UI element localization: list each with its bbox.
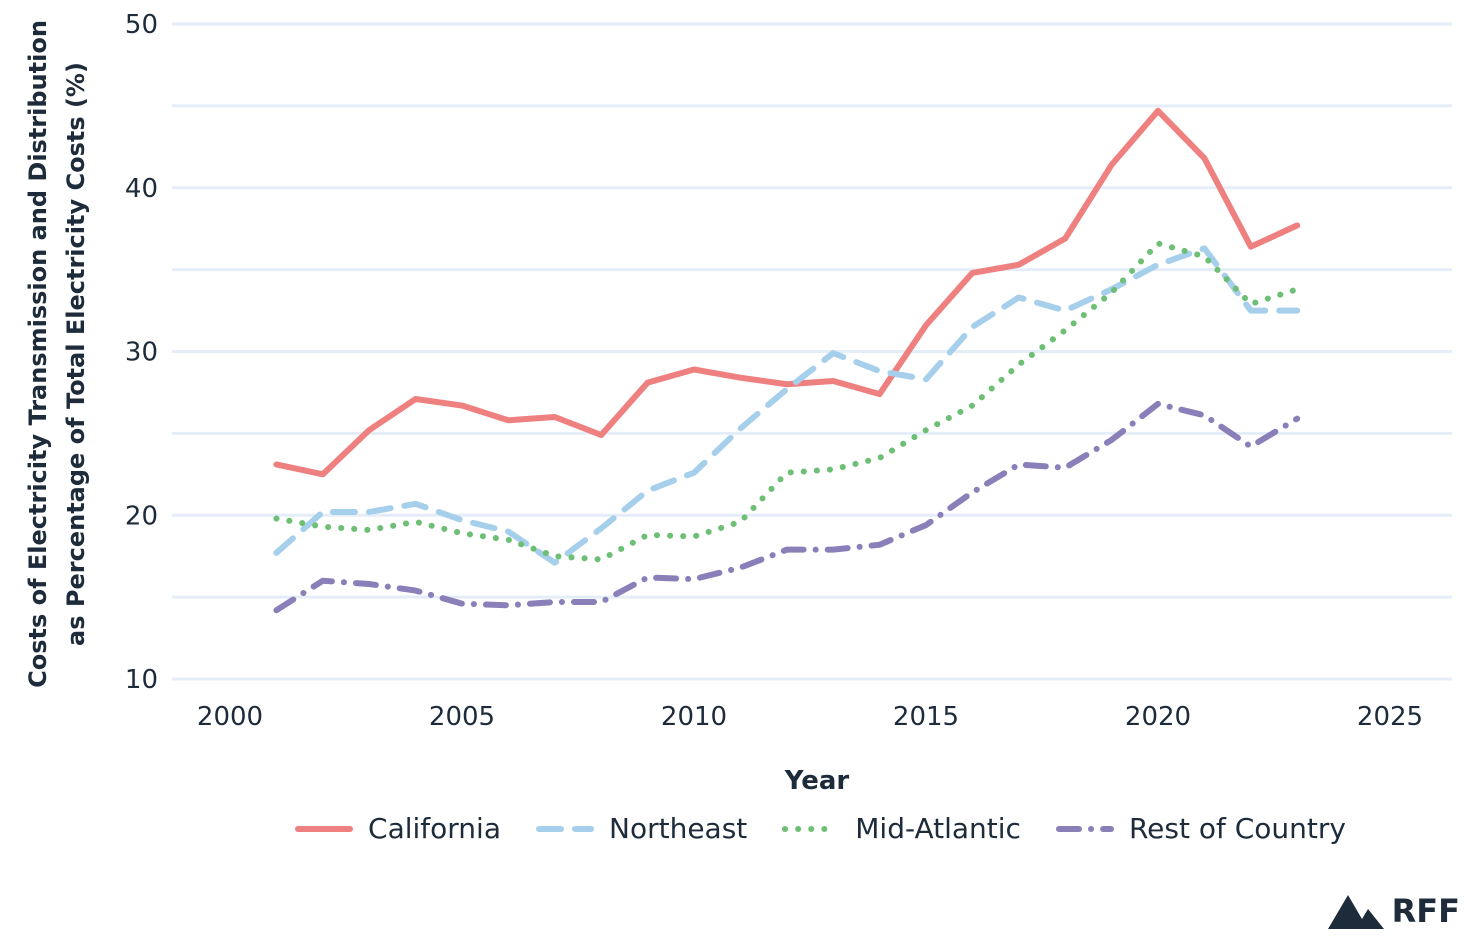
series-line-mid-atlantic <box>273 240 1301 563</box>
y-tick-label: 20 <box>125 501 158 531</box>
mountain-icon <box>1327 895 1384 929</box>
y-tick-label: 10 <box>125 665 158 695</box>
x-axis-label: Year <box>784 766 850 796</box>
rff-logo: RFF <box>1327 892 1460 930</box>
legend-item: California <box>294 812 501 845</box>
legend-label: Mid-Atlantic <box>855 812 1021 845</box>
legend-swatch <box>782 825 841 832</box>
y-axis-label-line-2: as Percentage of Total Electricity Costs… <box>62 62 90 646</box>
x-tick-label: 2010 <box>661 702 727 732</box>
legend-swatch <box>1055 825 1114 832</box>
legend-swatch <box>536 825 594 832</box>
x-tick-label: 2000 <box>197 702 263 732</box>
series-line-rest-of-country <box>273 400 1301 614</box>
x-tick-label: 2025 <box>1357 702 1423 732</box>
y-axis-label-line-1: Costs of Electricity Transmission and Di… <box>24 20 52 688</box>
legend-item: Rest of Country <box>1055 812 1346 845</box>
x-tick-label: 2015 <box>893 702 959 732</box>
legend-item: Mid-Atlantic <box>781 812 1021 845</box>
y-tick-label: 40 <box>125 174 158 204</box>
x-tick-label: 2020 <box>1125 702 1191 732</box>
legend-item: Northeast <box>535 812 747 845</box>
y-tick-label: 50 <box>125 10 158 40</box>
series-line-california <box>273 107 1301 478</box>
legend-label: California <box>368 812 501 845</box>
logo-text: RFF <box>1391 892 1460 930</box>
legend: California Northeast Mid-Atlantic Rest of C… <box>0 812 1480 845</box>
x-tick-label: 2005 <box>429 702 495 732</box>
y-tick-label: 30 <box>125 338 158 368</box>
legend-label: Rest of Country <box>1128 812 1346 845</box>
series-line-northeast <box>273 245 1301 566</box>
legend-label: Northeast <box>609 812 748 845</box>
legend-swatch <box>295 825 354 832</box>
